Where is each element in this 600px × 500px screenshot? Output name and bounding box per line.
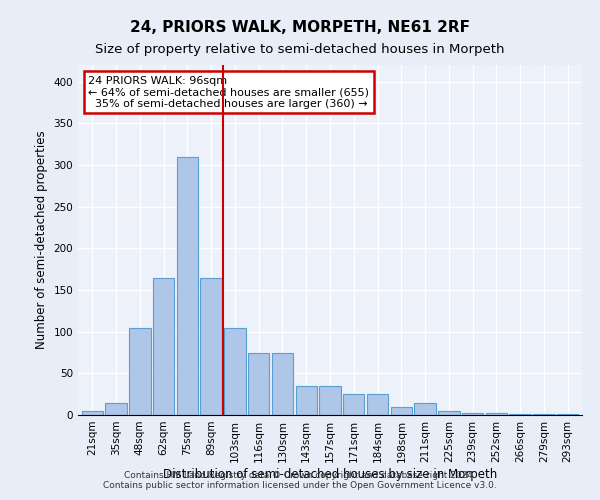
Bar	[438, 411, 460, 415]
Bar	[415, 402, 436, 415]
Bar	[129, 328, 151, 415]
Text: 24 PRIORS WALK: 96sqm
← 64% of semi-detached houses are smaller (655)
  35% of s: 24 PRIORS WALK: 96sqm ← 64% of semi-deta…	[88, 76, 369, 108]
Bar	[391, 406, 412, 415]
X-axis label: Distribution of semi-detached houses by size in Morpeth: Distribution of semi-detached houses by …	[163, 468, 497, 480]
Bar	[224, 328, 245, 415]
Text: Size of property relative to semi-detached houses in Morpeth: Size of property relative to semi-detach…	[95, 42, 505, 56]
Bar	[153, 278, 174, 415]
Bar	[367, 394, 388, 415]
Bar	[272, 352, 293, 415]
Y-axis label: Number of semi-detached properties: Number of semi-detached properties	[35, 130, 48, 350]
Bar	[533, 414, 554, 415]
Bar	[82, 411, 103, 415]
Bar	[176, 156, 198, 415]
Bar	[462, 414, 484, 415]
Bar	[248, 352, 269, 415]
Bar	[557, 414, 578, 415]
Bar	[509, 414, 531, 415]
Bar	[486, 414, 507, 415]
Bar	[319, 386, 341, 415]
Bar	[296, 386, 317, 415]
Bar	[343, 394, 364, 415]
Bar	[200, 278, 222, 415]
Text: Contains HM Land Registry data © Crown copyright and database right 2024.
Contai: Contains HM Land Registry data © Crown c…	[103, 470, 497, 490]
Text: 24, PRIORS WALK, MORPETH, NE61 2RF: 24, PRIORS WALK, MORPETH, NE61 2RF	[130, 20, 470, 35]
Bar	[106, 402, 127, 415]
